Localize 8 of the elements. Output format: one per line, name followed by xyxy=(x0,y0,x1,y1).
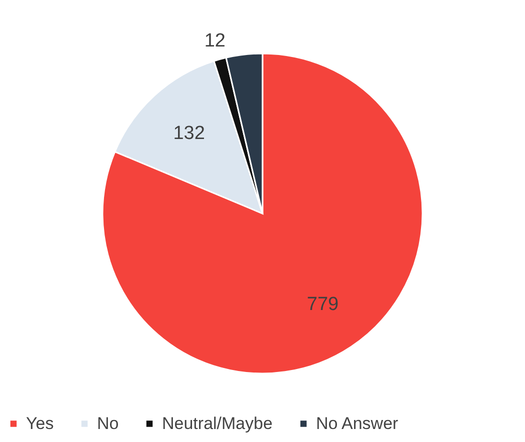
legend-label: Yes xyxy=(26,414,54,433)
pie-slice xyxy=(102,52,424,374)
legend-label: Neutral/Maybe xyxy=(162,414,273,433)
legend-label: No Answer xyxy=(316,414,399,433)
data-label: 12 xyxy=(204,30,226,52)
legend-label: No xyxy=(97,414,119,433)
data-label: 132 xyxy=(173,123,205,144)
data-label: 779 xyxy=(306,294,339,316)
